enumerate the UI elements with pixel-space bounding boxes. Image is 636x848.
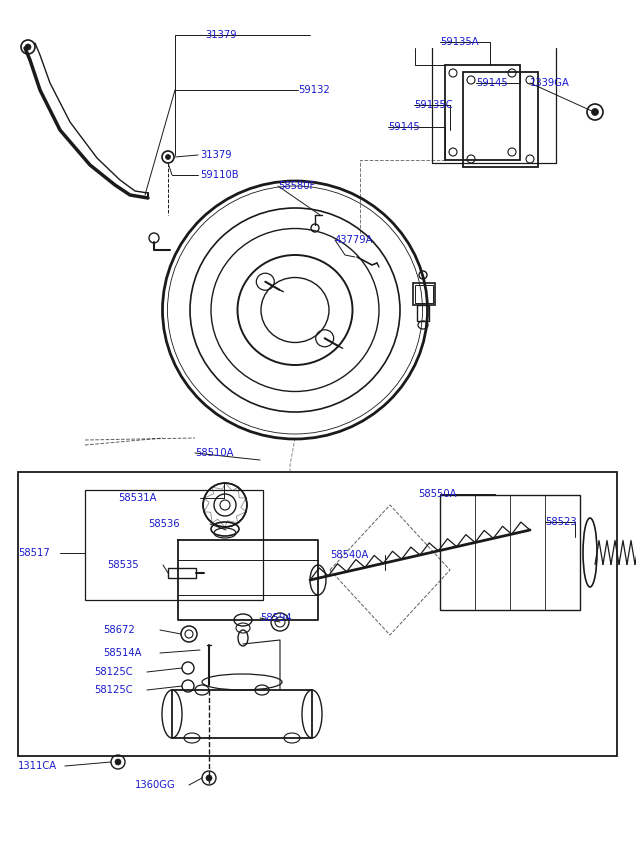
Bar: [168, 568, 196, 578]
Circle shape: [165, 154, 170, 159]
Text: 58672: 58672: [103, 625, 135, 635]
Bar: [18, 472, 617, 756]
Text: 58523: 58523: [545, 517, 577, 527]
Text: 59145: 59145: [476, 78, 508, 88]
Text: 58580F: 58580F: [278, 181, 315, 191]
Text: 58510A: 58510A: [195, 448, 233, 458]
Text: 59132: 59132: [298, 85, 329, 95]
Circle shape: [206, 775, 212, 781]
Text: 58125C: 58125C: [94, 667, 133, 677]
Bar: [85, 490, 263, 600]
Bar: [463, 72, 538, 167]
Text: 59145: 59145: [388, 122, 420, 132]
Circle shape: [591, 109, 598, 115]
Text: 58535: 58535: [107, 560, 139, 570]
Text: 58514A: 58514A: [103, 648, 141, 658]
Text: 59110B: 59110B: [200, 170, 238, 180]
Text: 1360GG: 1360GG: [135, 780, 176, 790]
Circle shape: [115, 759, 121, 765]
Bar: [415, 285, 433, 303]
Text: 59135C: 59135C: [414, 100, 453, 110]
Text: 1339GA: 1339GA: [530, 78, 570, 88]
Text: 31379: 31379: [200, 150, 232, 160]
Text: 58540A: 58540A: [330, 550, 368, 560]
Text: 58531A: 58531A: [118, 493, 156, 503]
Bar: [440, 495, 580, 610]
Text: 58550A: 58550A: [418, 489, 457, 499]
Text: 58536: 58536: [148, 519, 179, 529]
Bar: [413, 283, 435, 305]
Bar: [445, 65, 520, 160]
Bar: [417, 305, 429, 321]
Text: 58125C: 58125C: [94, 685, 133, 695]
Text: 59135A: 59135A: [440, 37, 479, 47]
Text: 58594: 58594: [260, 613, 292, 623]
Circle shape: [25, 44, 31, 50]
Bar: [172, 690, 312, 738]
Text: 31379: 31379: [205, 30, 237, 40]
Text: 43779A: 43779A: [335, 235, 373, 245]
Text: 1311CA: 1311CA: [18, 761, 57, 771]
Text: 58517: 58517: [18, 548, 50, 558]
